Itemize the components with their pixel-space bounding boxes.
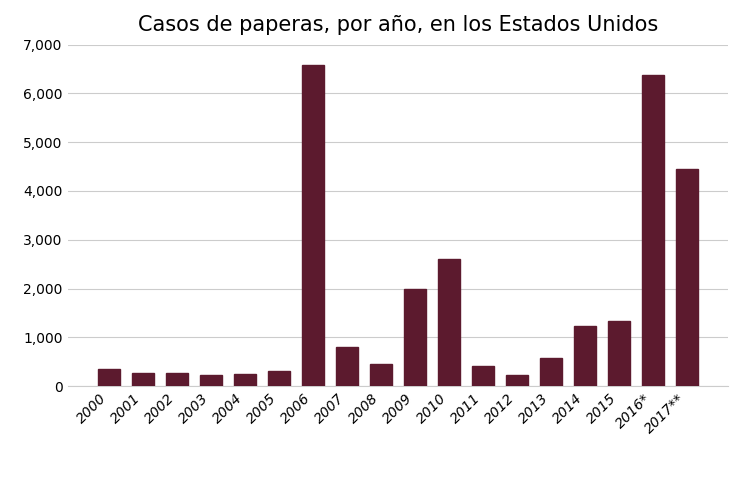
Bar <box>370 364 392 386</box>
Bar <box>200 375 222 386</box>
Bar <box>131 373 154 386</box>
Bar <box>336 347 358 386</box>
Bar <box>506 375 528 386</box>
Bar <box>575 326 596 386</box>
Bar <box>608 321 630 386</box>
Bar <box>438 259 460 386</box>
Bar <box>540 357 562 386</box>
Bar <box>302 65 324 386</box>
Bar <box>642 75 665 386</box>
Bar <box>404 289 426 386</box>
Title: Casos de paperas, por año, en los Estados Unidos: Casos de paperas, por año, en los Estado… <box>138 15 658 35</box>
Bar <box>472 366 494 386</box>
Bar <box>98 369 119 386</box>
Bar <box>166 373 188 386</box>
Bar <box>268 371 290 386</box>
Bar <box>677 169 698 386</box>
Bar <box>234 374 256 386</box>
